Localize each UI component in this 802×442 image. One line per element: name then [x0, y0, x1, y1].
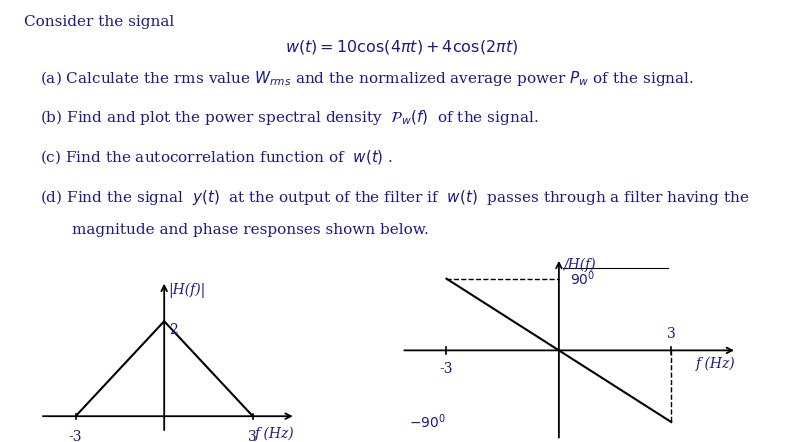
Text: $-90^0$: $-90^0$	[408, 413, 445, 431]
Text: 3: 3	[248, 430, 257, 442]
Text: |H(f)|: |H(f)|	[168, 282, 205, 297]
Text: (a) Calculate the rms value $\mathit{W}_{\mathit{rms}}$ and the normalized avera: (a) Calculate the rms value $\mathit{W}_…	[40, 69, 693, 88]
Text: f (Hz): f (Hz)	[695, 357, 734, 371]
Text: 2: 2	[168, 323, 177, 337]
Text: -3: -3	[439, 362, 452, 376]
Text: -3: -3	[69, 430, 83, 442]
Text: /H(f): /H(f)	[563, 258, 595, 272]
Text: 3: 3	[666, 327, 674, 341]
Text: $90^0$: $90^0$	[569, 269, 595, 288]
Text: (c) Find the autocorrelation function of  $w(t)$ .: (c) Find the autocorrelation function of…	[40, 148, 393, 166]
Text: (b) Find and plot the power spectral density  $\mathcal{P}_{w}(f)$  of the signa: (b) Find and plot the power spectral den…	[40, 108, 538, 127]
Text: $w(t)=10\cos(4\pi t)+4\cos(2\pi t)$: $w(t)=10\cos(4\pi t)+4\cos(2\pi t)$	[285, 38, 517, 56]
Text: magnitude and phase responses shown below.: magnitude and phase responses shown belo…	[72, 223, 428, 237]
Text: Consider the signal: Consider the signal	[24, 15, 174, 30]
Text: f (Hz): f (Hz)	[254, 427, 294, 441]
Text: (d) Find the signal  $y(t)$  at the output of the filter if  $w(t)$  passes thro: (d) Find the signal $y(t)$ at the output…	[40, 188, 748, 207]
